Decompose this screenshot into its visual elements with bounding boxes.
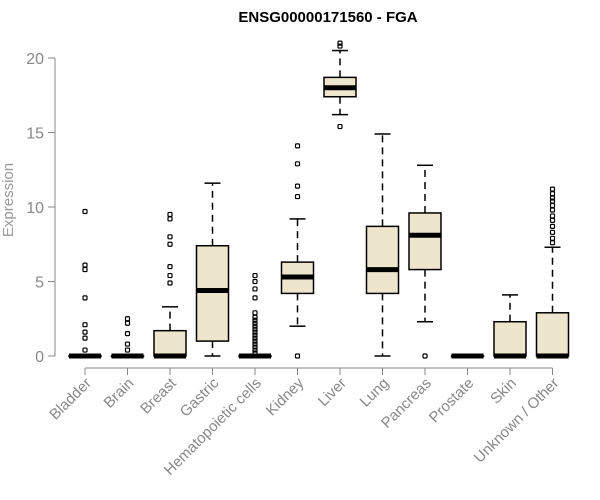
outlier-point [167,241,173,247]
y-tick-label: 20 [26,51,44,68]
outlier-point [252,344,258,350]
outlier-point [252,338,258,344]
outlier-point [422,353,428,359]
outlier-point [124,341,131,347]
y-tick-label: 0 [35,349,44,366]
box-iqr [153,329,187,357]
y-axis-label: Expression [0,163,17,237]
y-tick-label: 15 [26,126,44,143]
outlier-point [549,235,556,241]
outlier-point [549,207,556,213]
outlier-point [549,198,556,204]
boxes [68,40,570,359]
outlier-point [252,323,258,329]
x-tick-label: Prostate [426,375,478,427]
y-ticks: 0 5 10 15 20 [26,51,55,366]
outlier-point [167,280,173,286]
box-iqr [195,244,230,342]
outlier-point [167,272,173,279]
outlier-point [252,341,258,347]
outlier-point [294,183,301,189]
outlier-point [337,123,343,130]
outlier-point [167,264,173,270]
outlier-point [252,326,258,332]
outlier-point [124,347,131,353]
box-group [535,186,570,359]
x-tick-label: Kidney [263,374,308,419]
box-group [68,208,102,359]
x-tick-label: Bladder [46,375,95,424]
box-group [195,182,230,357]
box-iqr [365,225,400,295]
outlier-point [549,202,556,209]
box-group [323,40,357,130]
outlier-point [82,335,88,341]
y-tick-label: 10 [26,200,44,217]
outlier-point [252,286,258,292]
outlier-point [124,320,131,326]
outlier-point [549,223,556,229]
outlier-point [252,278,258,285]
outlier-point [549,229,556,235]
outlier-point [294,143,301,149]
outlier-point [252,317,258,323]
box-group [450,353,485,359]
outlier-point [252,329,258,335]
outlier-point [82,322,88,328]
outlier-point [252,320,258,326]
x-tick-label: Lung [357,375,393,411]
outlier-point [82,262,88,268]
outlier-point [167,211,173,218]
outlier-point [549,195,556,201]
box-iqr [493,320,527,357]
outlier-point [252,314,258,320]
x-tick-label: Breast [137,374,180,417]
box-group [408,164,442,359]
chart-title: ENSG00000171560 - FGA [238,9,417,26]
outlier-point [252,310,258,316]
x-tick-label: Liver [315,375,350,410]
outlier-point [252,350,258,356]
outlier-point [549,217,556,224]
x-tick-label: Skin [487,375,520,408]
outlier-point [167,234,173,240]
outlier-point [82,266,88,273]
outlier-point [167,216,173,222]
outlier-point [252,347,258,353]
outlier-point [82,347,88,353]
box-group [280,143,315,359]
outlier-point [124,316,131,322]
outlier-point [252,295,258,301]
outlier-point [252,335,258,341]
outlier-point [337,43,343,49]
outlier-point [294,161,301,167]
box-group [493,294,527,359]
outlier-point [294,353,301,359]
box-group [365,133,400,357]
box-group [110,316,145,359]
outlier-point [549,240,556,246]
box-group [153,211,187,359]
box-iqr [535,312,570,357]
box-iqr [408,212,442,271]
outlier-point [549,186,556,192]
outlier-point [124,331,131,337]
outlier-point [549,190,556,197]
outlier-point [252,272,258,279]
outlier-point [337,40,343,46]
outlier-point [252,332,258,338]
outlier-point [82,329,88,335]
outlier-point [82,295,88,301]
outlier-point [82,208,88,215]
box-group [238,272,272,359]
y-tick-label: 5 [35,275,44,292]
x-tick-label: Brain [101,375,138,412]
outlier-point [549,213,556,219]
outlier-point [294,193,301,200]
